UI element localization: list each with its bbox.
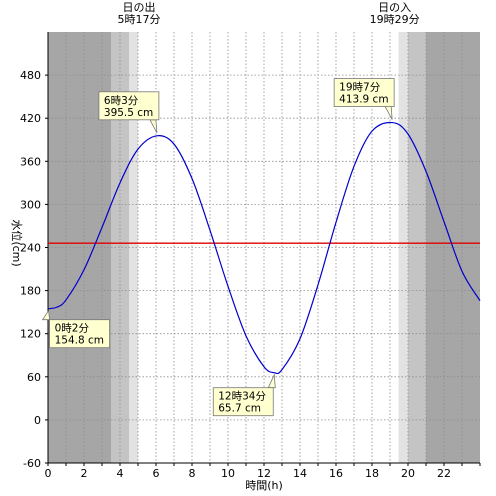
- x-tick-label: 10: [221, 467, 235, 480]
- sun-event-time: 5時17分: [118, 13, 161, 26]
- y-tick-label: -60: [23, 457, 41, 470]
- annotation-box: [98, 91, 160, 121]
- annotation-time: 19時7分: [339, 82, 381, 94]
- annotation-box: [212, 387, 274, 417]
- series: [48, 121, 481, 375]
- y-tick-label: 0: [34, 414, 41, 427]
- y-tick-label: 420: [20, 112, 41, 125]
- x-tick-label: 4: [117, 467, 124, 480]
- annotation-level: 65.7 cm: [218, 403, 261, 415]
- tide-line: [48, 121, 481, 375]
- y-tick-label: 360: [20, 155, 41, 168]
- annotation-pointer: [41, 309, 51, 321]
- y-tick-label: 240: [20, 242, 41, 255]
- shade-band-dusk: [398, 32, 408, 463]
- x-tick-label: 12: [257, 467, 271, 480]
- annotation-level: 413.9 cm: [339, 94, 388, 106]
- y-tick-label: 120: [20, 328, 41, 341]
- y-tick-label: 60: [27, 371, 41, 384]
- annotation-time: 12時34分: [218, 391, 266, 403]
- y-axis-label: 水位(cm): [10, 219, 24, 266]
- x-tick-label: 20: [401, 467, 415, 480]
- y-tick-label: 180: [20, 285, 41, 298]
- x-tick-label: 2: [81, 467, 88, 480]
- annotation-level: 395.5 cm: [104, 107, 153, 119]
- y-tick-label: 300: [20, 198, 41, 211]
- shade-band-twilight: [111, 32, 129, 463]
- plot-frame: [45, 32, 481, 466]
- x-tick-label: 8: [189, 467, 196, 480]
- x-tick-label: 6: [153, 467, 160, 480]
- annotation-time: 0時2分: [55, 323, 90, 335]
- x-axis-label: 時間(h): [245, 479, 283, 492]
- annotation-box: [49, 319, 110, 349]
- x-tick-label: 22: [437, 467, 451, 480]
- tick-labels: -60 0 60 120 180 240 300 360 420 480 0 2 4 6 8 10 12 14 16…: [20, 69, 451, 480]
- sun-event-label: 日の出: [123, 0, 156, 14]
- x-tick-label: 14: [293, 467, 307, 480]
- y-tick-label: 480: [20, 69, 41, 82]
- annotation-time: 6時3分: [104, 95, 139, 107]
- x-tick-label: 0: [45, 467, 52, 480]
- x-tick-label: 18: [365, 467, 379, 480]
- sun-event-label: 日の入: [378, 1, 411, 14]
- annotation-level: 154.8 cm: [55, 335, 104, 347]
- sun-event-time: 19時29分: [370, 13, 420, 26]
- annotation-box: [333, 78, 395, 107]
- x-tick-label: 16: [329, 467, 343, 480]
